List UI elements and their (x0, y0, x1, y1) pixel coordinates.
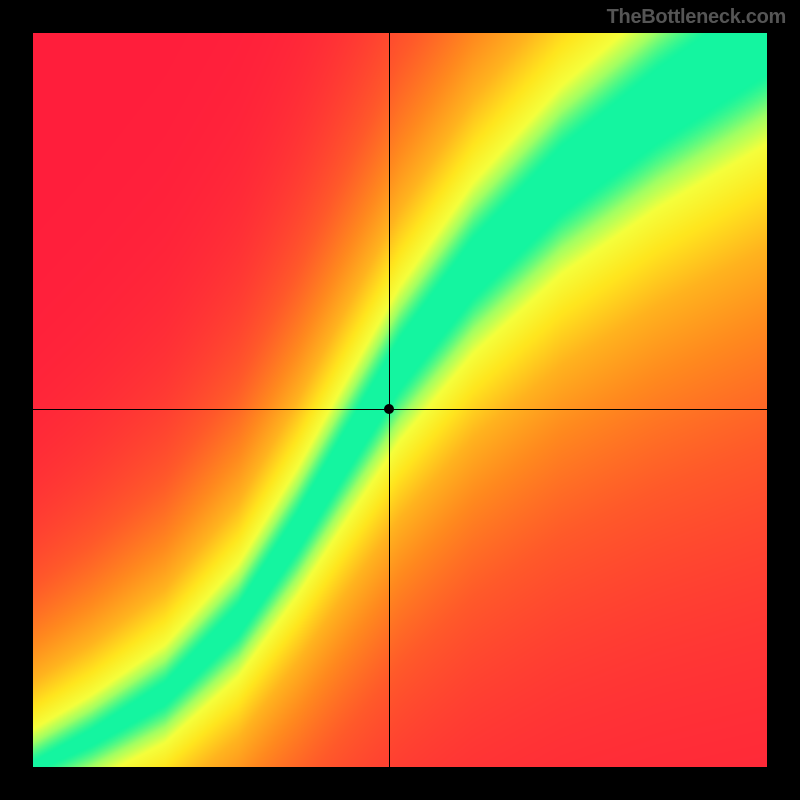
chart-container: TheBottleneck.com (0, 0, 800, 800)
watermark-text: TheBottleneck.com (607, 6, 786, 29)
crosshair-marker[interactable] (384, 404, 394, 414)
crosshair-vertical (389, 33, 390, 767)
heatmap-canvas (33, 33, 767, 767)
plot-area (33, 33, 767, 767)
crosshair-horizontal (33, 409, 767, 410)
